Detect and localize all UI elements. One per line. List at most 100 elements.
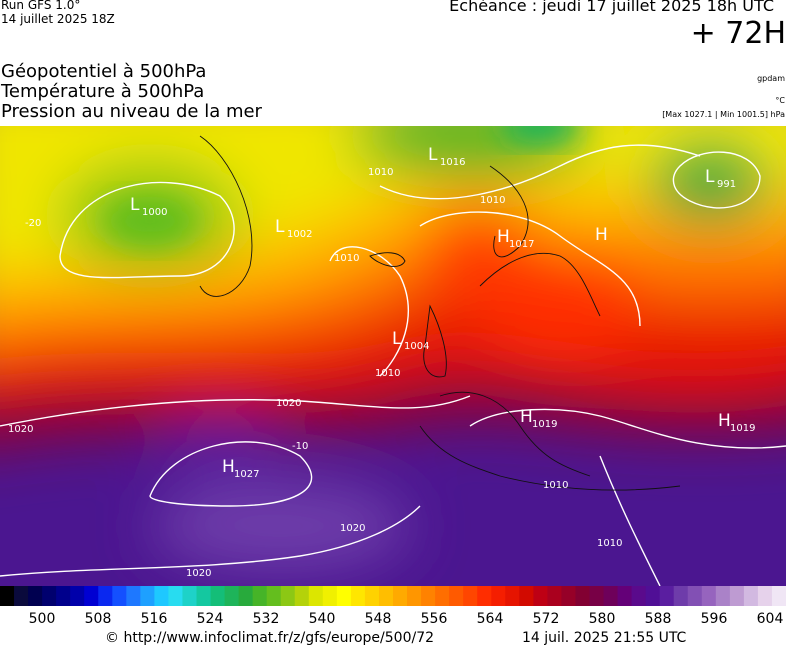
colorbar-tick-label: 532 [253, 611, 280, 626]
center-value: 1027 [234, 469, 259, 480]
coastlines [199, 135, 681, 491]
contour-label: 1020 [8, 424, 33, 435]
color-swatch [252, 586, 268, 606]
color-swatch [771, 586, 786, 606]
color-swatch [266, 586, 282, 606]
center-letter: L [705, 167, 715, 187]
color-swatch [238, 586, 254, 606]
color-swatch [294, 586, 310, 606]
contour-label: 1020 [276, 398, 301, 409]
color-swatch [210, 586, 226, 606]
color-swatch [393, 586, 408, 606]
color-swatch [182, 586, 197, 606]
contour-label: 1010 [543, 480, 568, 491]
color-swatch [477, 586, 492, 606]
color-swatch [547, 586, 562, 606]
center-letter: H [520, 407, 533, 427]
color-swatch [421, 586, 436, 606]
lead-time: + 72H [690, 16, 786, 51]
generated: 14 juil. 2025 21:55 UTC [522, 630, 687, 646]
contour-label: 1010 [375, 368, 400, 379]
color-swatch [519, 586, 534, 606]
color-swatch [715, 586, 731, 606]
colorbar-tick-label: 572 [533, 611, 560, 626]
color-swatch [322, 586, 338, 606]
colorbar-tick-label: 564 [477, 611, 504, 626]
color-swatch [98, 586, 113, 606]
colorbar-tick-label: 540 [309, 611, 336, 626]
center-value: 1004 [404, 341, 429, 352]
color-swatch [364, 586, 380, 606]
isobars [0, 144, 786, 586]
contour-label: -20 [25, 218, 41, 229]
colorbar-tick-label: 500 [29, 611, 56, 626]
contour-label: 1010 [597, 538, 622, 549]
color-swatch [126, 586, 141, 606]
color-swatch [701, 586, 717, 606]
color-swatch [56, 586, 71, 606]
colorbar-tick-label: 580 [589, 611, 616, 626]
field: Pression au niveau de la mer [1, 101, 262, 122]
color-swatch [336, 586, 352, 606]
center-letter: L [130, 195, 140, 215]
contour-label: 1010 [368, 167, 393, 178]
color-swatch [505, 586, 520, 606]
center-value: 1019 [730, 423, 755, 434]
field: Température à 500hPa [1, 81, 205, 102]
color-swatch [14, 586, 29, 606]
color-swatch [729, 586, 745, 606]
color-swatch [575, 586, 590, 606]
color-swatch [140, 586, 155, 606]
contour-label: -10 [292, 441, 308, 452]
run-date: 14 juillet 2025 18Z [1, 12, 115, 26]
color-swatch [168, 586, 183, 606]
color-swatch [561, 586, 576, 606]
color-swatch [84, 586, 99, 606]
center-value: 1019 [532, 419, 557, 430]
center-value: 1002 [287, 229, 312, 240]
colorbar-tick-label: 556 [421, 611, 448, 626]
color-swatch [308, 586, 324, 606]
color-swatch [659, 586, 675, 606]
center-value: 1016 [440, 157, 465, 168]
contour-label: 1010 [334, 253, 359, 264]
colorbar: 500 508 516 524 532 540 548 556 564 572 580 588 596 6… [0, 586, 786, 626]
color-swatch [196, 586, 212, 606]
color-swatch [378, 586, 394, 606]
color-swatch [449, 586, 464, 606]
color-swatch [280, 586, 296, 606]
color-swatch [645, 586, 661, 606]
color-swatch [435, 586, 450, 606]
unit: gpdam [757, 74, 785, 83]
center-letter: H [222, 457, 235, 477]
center-letter: L [275, 217, 285, 237]
color-swatch [757, 586, 773, 606]
color-swatch [463, 586, 478, 606]
model: Run GFS 1.0° [1, 0, 81, 12]
color-swatch [617, 586, 633, 606]
color-swatch [407, 586, 422, 606]
color-swatch [0, 586, 15, 606]
color-swatch [350, 586, 366, 606]
color-swatch [631, 586, 647, 606]
colorbar-tick-label: 604 [757, 611, 784, 626]
color-swatch [112, 586, 127, 606]
color-swatch [42, 586, 57, 606]
colorbar-tick-label: 508 [85, 611, 112, 626]
color-swatch [743, 586, 759, 606]
colorbar-tick-label: 524 [197, 611, 224, 626]
color-swatch [28, 586, 43, 606]
unit: [Max 1027.1 | Min 1001.5] hPa [662, 110, 785, 119]
field-shading [0, 126, 786, 586]
valid-time: Echéance : jeudi 17 juillet 2025 18h UTC [449, 0, 774, 15]
colorbar-tick-label: 548 [365, 611, 392, 626]
colorbar-tick-label: 516 [141, 611, 168, 626]
color-swatch [70, 586, 85, 606]
center-letter: H [497, 227, 510, 247]
center-value: 1000 [142, 207, 167, 218]
color-swatch [589, 586, 605, 606]
contour-label: 1020 [186, 568, 211, 579]
color-swatch [603, 586, 619, 606]
